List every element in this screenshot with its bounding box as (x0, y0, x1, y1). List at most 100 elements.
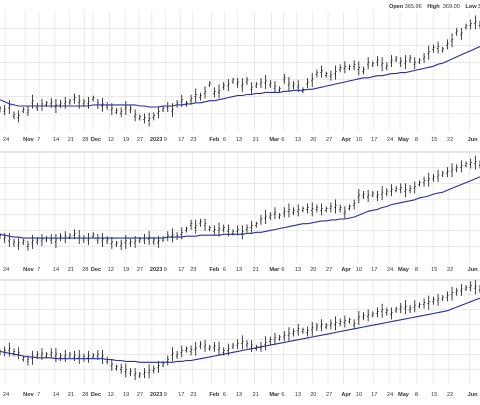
x-tick-label: Dec (91, 137, 101, 143)
x-tick-label: 10 (356, 392, 362, 398)
x-tick-label: 14 (53, 392, 59, 398)
x-tick-label: 12 (108, 392, 114, 398)
header-label-low: Low (465, 4, 477, 10)
x-tick-label: 13 (295, 137, 301, 143)
x-tick-label: 21 (68, 267, 74, 273)
x-tick-label: Dec (91, 267, 101, 273)
x-tick-label: 27 (137, 392, 143, 398)
x-tick-label: 28 (82, 137, 88, 143)
x-tick-label: May (398, 267, 410, 273)
x-tick-label: 24 (387, 392, 393, 398)
moving-average-line (0, 176, 480, 239)
x-tick-label: 19 (123, 137, 129, 143)
x-tick-label: Apr (341, 267, 351, 273)
x-tick-label: Nov (23, 267, 34, 273)
x-tick-label: 27 (137, 267, 143, 273)
x-tick-label: 23 (190, 267, 196, 273)
x-tick-label: 13 (295, 392, 301, 398)
x-tick-label: 9 (164, 392, 167, 398)
x-tick-label: 28 (82, 267, 88, 273)
x-tick-label: 22 (447, 392, 453, 398)
x-tick-label: Mar (269, 137, 280, 143)
moving-average-line (0, 45, 480, 108)
x-tick-label: Feb (209, 267, 220, 273)
header-label-open: Open (389, 4, 404, 10)
x-tick-label: 13 (295, 267, 301, 273)
x-tick-label: 17 (178, 137, 184, 143)
x-tick-label: 20 (310, 267, 316, 273)
x-tick-label: 24 (3, 137, 9, 143)
x-tick-label: 27 (137, 137, 143, 143)
header-value-open: 365.96 (405, 4, 422, 10)
x-tick-label: 20 (310, 137, 316, 143)
x-tick-label: 20 (310, 392, 316, 398)
moving-average-line (0, 297, 480, 363)
x-tick-label: 24 (387, 137, 393, 143)
x-tick-label: Apr (341, 137, 351, 143)
header-label-high: High (427, 4, 440, 10)
x-tick-label: 15 (431, 392, 437, 398)
header-value-low: 364.0 (478, 4, 480, 10)
x-tick-label: May (398, 137, 410, 143)
x-tick-label: Mar (269, 392, 280, 398)
x-tick-label: Apr (341, 392, 351, 398)
x-tick-label: 6 (281, 267, 284, 273)
x-tick-label: 2023 (150, 137, 162, 143)
x-tick-label: Nov (23, 137, 34, 143)
x-tick-label: 24 (387, 267, 393, 273)
x-tick-label: 21 (253, 267, 259, 273)
x-tick-label: 27 (326, 137, 332, 143)
x-tick-label: 21 (68, 392, 74, 398)
x-tick-label: Jun (468, 392, 479, 398)
x-tick-label: 6 (223, 267, 226, 273)
x-tick-label: 22 (447, 267, 453, 273)
x-tick-label: 12 (108, 137, 114, 143)
header-value-high: 369.00 (443, 4, 460, 10)
x-tick-label: 14 (53, 267, 59, 273)
x-tick-label: 13 (236, 392, 242, 398)
x-tick-label: 7 (37, 137, 40, 143)
x-tick-label: 22 (447, 137, 453, 143)
x-tick-label: 21 (253, 137, 259, 143)
x-tick-label: 7 (37, 267, 40, 273)
x-tick-label: 23 (190, 392, 196, 398)
x-tick-label: 6 (223, 137, 226, 143)
x-tick-label: 6 (281, 137, 284, 143)
x-tick-label: 27 (326, 392, 332, 398)
x-tick-label: 24 (3, 392, 9, 398)
x-tick-label: 17 (371, 392, 377, 398)
x-tick-label: 8 (415, 392, 418, 398)
x-tick-label: 7 (37, 392, 40, 398)
x-tick-label: 21 (253, 392, 259, 398)
x-tick-label: 17 (371, 137, 377, 143)
x-tick-label: 9 (164, 137, 167, 143)
x-tick-label: 21 (68, 137, 74, 143)
x-tick-label: 12 (108, 267, 114, 273)
x-tick-label: Mar (269, 267, 280, 273)
x-tick-label: 13 (236, 137, 242, 143)
x-tick-label: Dec (91, 392, 101, 398)
x-tick-label: Jun (468, 137, 479, 143)
x-tick-label: 19 (123, 267, 129, 273)
x-tick-label: 15 (431, 137, 437, 143)
x-tick-label: 2023 (150, 392, 162, 398)
x-tick-label: 24 (3, 267, 9, 273)
x-tick-label: 14 (53, 137, 59, 143)
x-tick-label: 8 (415, 267, 418, 273)
x-tick-label: 8 (415, 137, 418, 143)
x-tick-label: 17 (371, 267, 377, 273)
x-tick-label: 10 (356, 137, 362, 143)
x-tick-label: 17 (178, 392, 184, 398)
x-tick-label: 28 (82, 392, 88, 398)
x-tick-label: Jun (468, 267, 479, 273)
x-tick-label: 19 (123, 392, 129, 398)
x-tick-label: 13 (236, 267, 242, 273)
x-tick-label: Feb (209, 137, 220, 143)
x-tick-label: Nov (23, 392, 34, 398)
x-tick-label: 6 (223, 392, 226, 398)
x-tick-label: 23 (190, 137, 196, 143)
x-tick-label: 10 (356, 267, 362, 273)
x-tick-label: 17 (178, 267, 184, 273)
